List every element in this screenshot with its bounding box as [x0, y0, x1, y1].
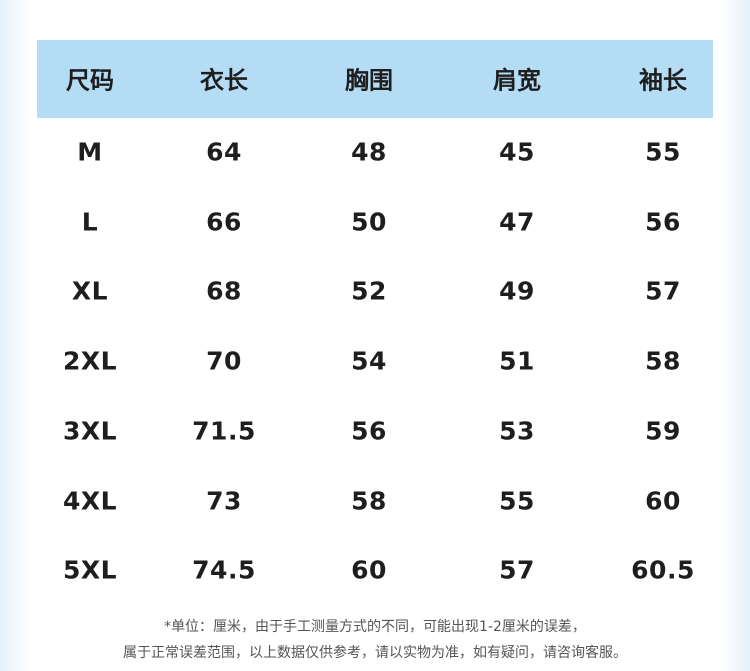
- footnote: 属于正常误差范围，以上数据仅供参考，请以实物为准，如有疑问，请咨询客服。: [123, 645, 627, 661]
- measurement: 74.5: [192, 555, 256, 585]
- measurement: 52: [351, 276, 387, 306]
- measurement: 73: [206, 486, 242, 515]
- measurement: 59: [645, 416, 681, 446]
- size-label: 5XL: [62, 555, 118, 585]
- header-cell: 衣长: [200, 66, 248, 95]
- size-label: 4XL: [62, 486, 118, 515]
- footnote: *单位：厘米，由于手工测量方式的不同，可能出现1-2厘米的误差，: [164, 619, 586, 635]
- measurement: 56: [645, 207, 681, 237]
- measurement: 55: [645, 137, 681, 167]
- measurement: 60: [645, 486, 681, 515]
- measurement: 51: [499, 346, 535, 376]
- header-cell: 尺码: [66, 66, 114, 95]
- measurement: 48: [351, 137, 387, 167]
- measurement: 56: [351, 416, 387, 446]
- size-label: L: [81, 207, 99, 237]
- measurement: 45: [499, 137, 535, 167]
- header-band: [37, 40, 713, 118]
- measurement: 49: [499, 276, 535, 306]
- size-label: M: [77, 137, 103, 167]
- measurement: 60: [351, 555, 387, 585]
- size-label: 3XL: [62, 416, 118, 446]
- size-label: 2XL: [62, 346, 118, 376]
- measurement: 47: [499, 207, 535, 237]
- measurement: 50: [351, 207, 387, 237]
- measurement: 55: [499, 486, 535, 515]
- size-label: XL: [71, 276, 109, 306]
- measurement: 53: [499, 416, 535, 446]
- measurement: 54: [351, 346, 387, 376]
- measurement: 57: [645, 276, 681, 306]
- measurement: 70: [206, 346, 242, 376]
- measurement: 60.5: [631, 555, 695, 585]
- measurement: 58: [645, 346, 681, 376]
- header-cell: 肩宽: [493, 66, 541, 95]
- measurement: 64: [206, 137, 242, 167]
- header-cell: 袖长: [639, 66, 687, 95]
- measurement: 57: [499, 555, 535, 585]
- measurement: 71.5: [192, 416, 256, 446]
- measurement: 58: [351, 486, 387, 515]
- measurement: 66: [206, 207, 242, 237]
- header-cell: 胸围: [345, 66, 393, 95]
- measurement: 68: [206, 276, 242, 306]
